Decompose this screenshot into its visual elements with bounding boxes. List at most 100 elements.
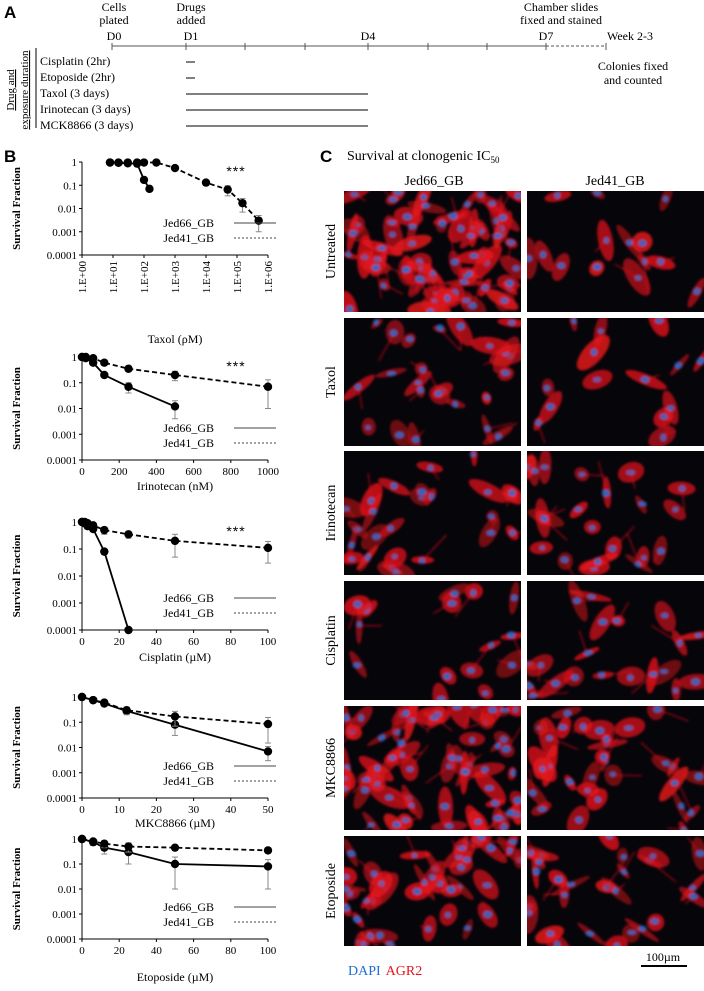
- y-axis-label: Survival Fraction: [11, 535, 23, 618]
- series-Jed41_GB: [77, 352, 273, 409]
- y-tick-label: 0.01: [58, 204, 77, 216]
- y-tick-label: 0.0001: [47, 793, 77, 805]
- x-tick-label: 20: [114, 945, 126, 957]
- micrograph-untreated-jed41: [527, 191, 704, 312]
- x-tick-label: 60: [188, 945, 200, 957]
- panel-c-title: Survival at clonogenic IC50: [347, 149, 500, 165]
- panel-c-title-main: Survival at clonogenic IC: [347, 149, 490, 164]
- x-tick-label: 80: [225, 945, 237, 957]
- x-tick-label: 1.E+03: [170, 261, 182, 294]
- x-tick-label: 80: [225, 636, 237, 648]
- data-point: [88, 521, 98, 530]
- side-label-line1: Drug and: [5, 69, 17, 111]
- data-point: [152, 158, 161, 167]
- x-tick-label: 60: [188, 636, 200, 648]
- x-tick-label: 40: [225, 804, 237, 816]
- data-point: [170, 536, 180, 546]
- data-point: [124, 842, 133, 851]
- x-tick-label: 600: [185, 466, 202, 478]
- y-tick-label: 0.001: [52, 227, 77, 239]
- data-point: [77, 834, 87, 844]
- micrograph-cisplatin-jed66: [344, 581, 521, 700]
- panel-a: A Cells plated Drugs added Chamber slide…: [4, 0, 668, 132]
- data-point: [170, 163, 180, 173]
- y-tick-label: 0.1: [63, 378, 77, 390]
- x-tick-label: 1.E+04: [201, 261, 213, 294]
- chart-3: 0.0001 0.001 0.01 0.1 1 0 20 40 60 80 100 Cisplatin…: [11, 517, 277, 664]
- legend-label: Jed66_GB: [163, 421, 214, 435]
- y-tick-label: 0.1: [63, 859, 77, 871]
- legend-dapi: DAPI: [348, 964, 381, 979]
- y-tick-label: 0.1: [63, 180, 77, 192]
- series-Jed41_GB: [77, 834, 273, 855]
- scale-bar-label: 100µm: [646, 950, 681, 964]
- timeline-label-cells-line1: Cells: [102, 0, 127, 14]
- series-Jed41_GB: [105, 158, 263, 233]
- legend-label: Jed66_GB: [163, 591, 214, 605]
- legend-label: Jed41_GB: [163, 436, 214, 450]
- x-tick-label: 1.E+01: [108, 261, 120, 293]
- chart-2: 0.0001 0.001 0.01 0.1 1 0 200 400 600 800 1000 Irin…: [11, 352, 280, 493]
- data-point: [263, 747, 273, 756]
- x-axis-label: Cisplatin (µM): [139, 650, 211, 664]
- panel-c: C Survival at clonogenic IC50 Jed66_GB J…: [320, 147, 704, 979]
- data-point: [263, 846, 273, 855]
- legend-label: Jed41_GB: [163, 774, 214, 788]
- y-tick-label: 1: [72, 352, 78, 364]
- side-label-line2: exposure duration: [19, 50, 31, 130]
- micrograph-untreated-jed66: [344, 191, 521, 312]
- data-point: [238, 198, 247, 208]
- micrograph-cisplatin-jed41: [527, 581, 704, 700]
- series-line: [81, 521, 130, 631]
- row-label: Taxol: [324, 366, 339, 398]
- x-axis-label: MKC8866 (µM): [135, 816, 215, 830]
- data-point: [88, 695, 98, 705]
- micrograph-taxol-jed66: [344, 318, 521, 446]
- timeline-label-cells-line2: plated: [99, 13, 128, 27]
- y-tick-label: 0.01: [58, 404, 77, 416]
- y-tick-label: 0.0001: [47, 934, 77, 946]
- data-point: [124, 530, 133, 539]
- micrograph-irinotecan-jed41: [527, 451, 704, 575]
- micrograph-mkc8866-jed66: [344, 706, 521, 830]
- data-point: [77, 692, 87, 702]
- y-tick-label: 1: [72, 157, 78, 169]
- row-label: MKC8866: [324, 738, 339, 798]
- series-Jed66_GB: [77, 352, 180, 420]
- data-point: [263, 719, 273, 729]
- x-tick-label: 50: [263, 804, 275, 816]
- data-point: [139, 158, 149, 167]
- micrograph-etoposide-jed66: [344, 836, 521, 946]
- data-point: [124, 382, 133, 391]
- data-point: [201, 178, 211, 187]
- x-tick-label: 400: [148, 466, 165, 478]
- row-label: Untreated: [324, 224, 339, 279]
- data-point: [223, 185, 232, 194]
- y-axis-label: Survival Fraction: [11, 167, 23, 250]
- chart-1: 0.0001 0.001 0.01 0.1 1 1.E+00 1.E+01 1.E+02 1.E…: [11, 157, 276, 346]
- significance-annotation: ***: [226, 523, 245, 539]
- day-d1: D1: [184, 29, 199, 43]
- x-tick-label: 1.E+00: [77, 261, 89, 294]
- significance-annotation: ***: [226, 163, 245, 179]
- day-week: Week 2-3: [607, 29, 653, 43]
- data-point: [100, 525, 109, 535]
- day-d4: D4: [361, 29, 376, 43]
- legend-label: Jed66_GB: [163, 216, 214, 230]
- y-tick-label: 0.0001: [47, 250, 77, 262]
- colonies-label-line1: Colonies fixed: [598, 59, 668, 73]
- legend-agr2: AGR2: [386, 964, 423, 979]
- x-tick-label: 800: [223, 466, 240, 478]
- data-point: [170, 712, 180, 721]
- x-tick-label: 40: [151, 636, 163, 648]
- y-tick-label: 0.001: [52, 909, 77, 921]
- day-d7: D7: [539, 29, 554, 43]
- data-point: [124, 364, 133, 373]
- data-point: [114, 158, 123, 167]
- series-line: [109, 161, 260, 222]
- day-d0: D0: [107, 29, 122, 43]
- chart-5: 0.0001 0.001 0.01 0.1 1 0 20 40 60 80 100 Etoposide…: [11, 834, 277, 984]
- x-tick-label: 1.E+02: [139, 261, 151, 293]
